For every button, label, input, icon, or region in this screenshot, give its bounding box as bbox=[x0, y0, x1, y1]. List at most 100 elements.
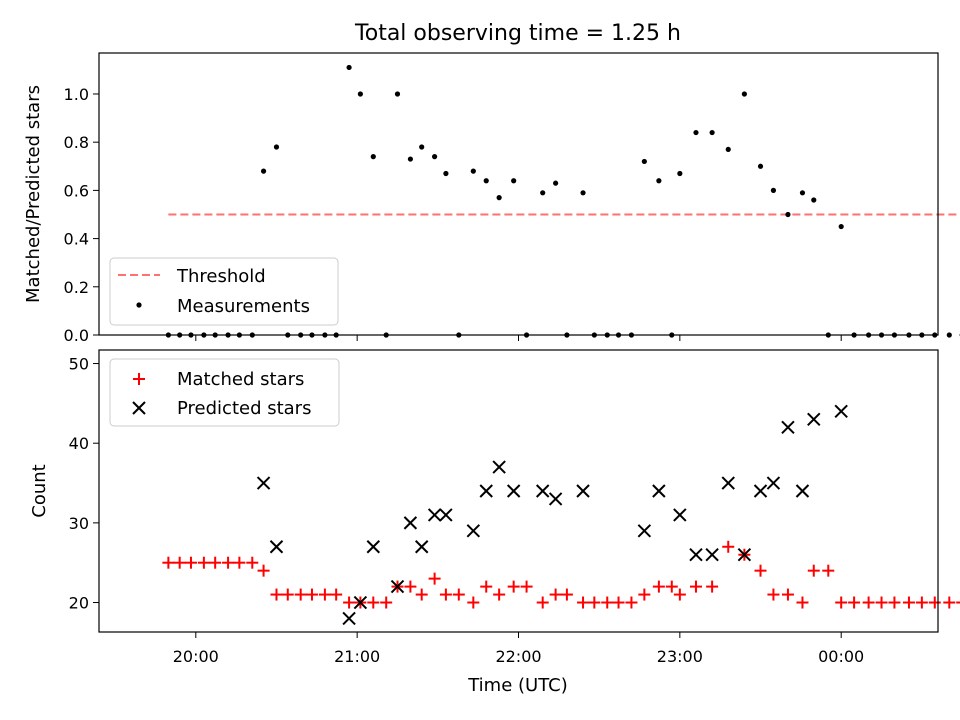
predicted-point-b bbox=[403, 516, 418, 530]
predicted-point-b bbox=[390, 579, 405, 594]
predicted-point bbox=[834, 404, 848, 419]
predicted-points bbox=[256, 404, 848, 626]
measurement-point bbox=[273, 144, 280, 150]
predicted-point bbox=[269, 540, 284, 554]
predicted-point-b bbox=[466, 524, 481, 538]
legend-predicted-label: Predicted stars bbox=[177, 398, 311, 419]
predicted-point-b bbox=[548, 492, 563, 506]
predicted-point-b bbox=[479, 484, 493, 498]
matched-point bbox=[796, 596, 809, 609]
matched-point bbox=[367, 596, 380, 609]
matched-point bbox=[222, 556, 235, 569]
matched-point bbox=[915, 596, 928, 609]
measurement-point bbox=[770, 187, 777, 193]
top-y-axis-label: Matched/Predicted stars bbox=[23, 85, 44, 303]
predicted-point-b bbox=[269, 540, 284, 554]
matched-point bbox=[549, 588, 562, 601]
matched-point bbox=[343, 596, 356, 609]
bottom-y-tick-label: 50 bbox=[69, 355, 89, 374]
matched-point bbox=[493, 588, 506, 601]
predicted-point-b bbox=[366, 540, 380, 554]
predicted-point bbox=[353, 595, 368, 610]
matched-point bbox=[652, 580, 665, 593]
matched-point bbox=[673, 588, 686, 601]
predicted-point bbox=[807, 412, 821, 427]
predicted-point bbox=[479, 484, 493, 498]
measurement-point bbox=[677, 170, 683, 177]
matched-point bbox=[281, 588, 294, 601]
matched-point bbox=[270, 588, 283, 601]
predicted-point bbox=[403, 516, 418, 530]
top-y-tick-label: 1.0 bbox=[64, 85, 89, 104]
x-tick-label: 22:00 bbox=[495, 647, 541, 666]
matched-point bbox=[246, 556, 259, 569]
matched-point bbox=[835, 596, 848, 609]
predicted-point bbox=[576, 484, 590, 498]
predicted-point-b bbox=[673, 508, 687, 522]
matched-points bbox=[162, 540, 960, 609]
bottom-y-ticks: 20 30 40 50 bbox=[69, 355, 99, 613]
predicted-point-b bbox=[427, 508, 442, 522]
matched-point bbox=[689, 580, 702, 593]
predicted-point-b bbox=[753, 484, 768, 498]
top-panel: 0.0 0.2 0.4 0.6 0.8 1.0 Matched/Predicted sta… bbox=[23, 52, 960, 345]
predicted-point-b bbox=[576, 484, 590, 498]
matched-point bbox=[428, 572, 441, 585]
matched-point bbox=[888, 596, 901, 609]
measurement-point bbox=[483, 178, 489, 184]
matched-point bbox=[875, 596, 888, 609]
measurement-point bbox=[946, 332, 952, 338]
measurement-point bbox=[496, 195, 502, 201]
predicted-point-b bbox=[652, 484, 666, 498]
predicted-point-b bbox=[795, 484, 810, 498]
matched-point bbox=[956, 601, 960, 604]
predicted-point-b bbox=[766, 476, 781, 490]
matched-point bbox=[184, 556, 197, 569]
legend-matched-swatch bbox=[133, 373, 145, 385]
predicted-point bbox=[737, 548, 752, 562]
matched-point bbox=[257, 564, 270, 577]
measurement-point bbox=[741, 91, 747, 97]
predicted-point bbox=[721, 476, 735, 490]
predicted-point bbox=[637, 524, 652, 538]
x-tick-label: 23:00 bbox=[657, 647, 703, 666]
top-y-tick-label: 0.0 bbox=[64, 326, 89, 345]
predicted-point bbox=[673, 508, 687, 522]
predicted-point bbox=[427, 508, 442, 522]
predicted-point bbox=[466, 524, 481, 538]
predicted-point-b bbox=[342, 611, 356, 626]
matched-point bbox=[305, 588, 318, 601]
x-tick-label: 21:00 bbox=[334, 647, 380, 666]
matched-point bbox=[781, 588, 794, 601]
matched-point bbox=[625, 596, 638, 609]
top-y-tick-label: 0.2 bbox=[64, 278, 89, 297]
measurement-point bbox=[785, 211, 791, 218]
legend-matched-label: Matched stars bbox=[177, 369, 304, 390]
bottom-y-tick-label: 40 bbox=[69, 434, 89, 453]
legend-measurements-swatch bbox=[136, 302, 142, 308]
top-y-tick-label: 0.4 bbox=[64, 230, 89, 249]
top-y-ticks: 0.0 0.2 0.4 0.6 0.8 1.0 bbox=[64, 85, 99, 345]
measurement-point bbox=[346, 64, 352, 71]
bottom-y-tick-label: 20 bbox=[69, 594, 89, 613]
predicted-point-b bbox=[737, 548, 752, 562]
measurement-point bbox=[811, 197, 817, 203]
matched-point bbox=[404, 580, 417, 593]
matched-point bbox=[601, 596, 614, 609]
predicted-point bbox=[689, 548, 703, 562]
measurement-point bbox=[511, 178, 517, 184]
matched-point bbox=[862, 596, 875, 609]
predicted-point bbox=[766, 476, 781, 490]
matched-point bbox=[767, 588, 780, 601]
measurement-point bbox=[540, 190, 546, 196]
predicted-point-b bbox=[705, 548, 719, 562]
predicted-point bbox=[705, 548, 719, 562]
predicted-point bbox=[256, 476, 271, 490]
measurement-point bbox=[709, 129, 715, 136]
top-y-tick-label: 0.6 bbox=[64, 181, 89, 200]
measurement-point bbox=[470, 168, 476, 174]
predicted-point-b bbox=[535, 484, 550, 498]
matched-point bbox=[754, 564, 767, 577]
predicted-point bbox=[535, 484, 550, 498]
predicted-point-b bbox=[807, 412, 821, 427]
